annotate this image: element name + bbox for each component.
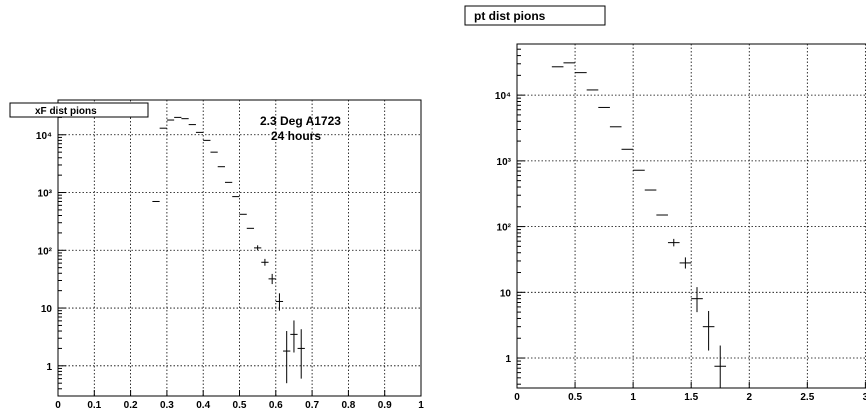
xf-y-ticks: 1 10 10² 10³ 10⁴ bbox=[36, 99, 66, 397]
xf-x-ticks: 0 0.1 0.2 0.3 0.4 0.5 0.6 0.7 0.8 0.9 1 bbox=[55, 390, 424, 411]
xf-x-tick-label: 1 bbox=[418, 400, 424, 411]
pt-x-tick-label: 3 bbox=[863, 392, 866, 403]
xf-data-point bbox=[261, 258, 269, 266]
pt-x-tick-label: 1.5 bbox=[684, 392, 698, 403]
xf-data-point bbox=[297, 329, 305, 379]
pt-x-tick-label: 2.5 bbox=[800, 392, 814, 403]
pt-y-tick-label: 10⁴ bbox=[495, 91, 511, 102]
pt-data-point bbox=[714, 345, 727, 388]
xf-x-tick-label: 0.1 bbox=[87, 400, 101, 411]
pt-x-tick-label: 0.5 bbox=[568, 392, 582, 403]
xf-y-tick-label: 10 bbox=[41, 304, 53, 315]
pt-plot-frame bbox=[516, 43, 866, 389]
pt-data-marks bbox=[551, 62, 727, 388]
xf-data-point bbox=[275, 293, 284, 311]
xf-data-marks bbox=[152, 116, 305, 384]
xf-y-tick-label: 1 bbox=[46, 362, 52, 373]
xf-annotation-line1: 2.3 Deg A1723 bbox=[260, 114, 341, 128]
pt-x-tick-label: 2 bbox=[746, 392, 752, 403]
pt-y-tick-label: 10³ bbox=[497, 157, 512, 168]
pt-data-point bbox=[667, 238, 680, 247]
xf-data-point bbox=[290, 320, 298, 353]
xf-x-tick-label: 0.8 bbox=[341, 400, 355, 411]
xf-grid bbox=[58, 100, 421, 396]
pt-grid bbox=[517, 44, 866, 388]
xf-data-point bbox=[283, 331, 291, 384]
xf-chart: 0 0.1 0.2 0.3 0.4 0.5 0.6 0.7 0.8 0.9 1 11010²10³1… bbox=[9, 99, 424, 411]
xf-x-tick-label: 0.7 bbox=[305, 400, 319, 411]
xf-x-tick-label: 0.9 bbox=[378, 400, 392, 411]
xf-data-point bbox=[268, 273, 276, 285]
xf-chart-title: xF dist pions bbox=[35, 106, 97, 117]
pt-x-tick-label: 0 bbox=[514, 392, 520, 403]
pt-data-point bbox=[702, 310, 715, 351]
pt-y-tick-label: 10² bbox=[497, 223, 512, 234]
xf-x-tick-label: 0.5 bbox=[233, 400, 247, 411]
xf-annotation-line2: 24 hours bbox=[271, 129, 321, 143]
pt-title-box bbox=[464, 5, 606, 26]
xf-x-tick-label: 0.2 bbox=[124, 400, 138, 411]
pt-y-tick-label: 10 bbox=[500, 288, 512, 299]
pt-y-ticks: 1 10 10² 10³ 10⁴ bbox=[495, 43, 525, 385]
pt-x-ticks: 0 0.5 1 1.5 2 2.5 3 bbox=[514, 382, 866, 403]
xf-x-tick-label: 0.6 bbox=[269, 400, 283, 411]
xf-data-point bbox=[254, 245, 262, 251]
pt-x-tick-label: 1 bbox=[630, 392, 636, 403]
xf-x-tick-label: 0 bbox=[55, 400, 61, 411]
xf-y-tick-label: 10⁴ bbox=[36, 131, 52, 142]
xf-title-box bbox=[9, 102, 149, 118]
pt-chart-title: pt dist pions bbox=[474, 9, 546, 23]
pt-data-point bbox=[691, 287, 703, 313]
xf-x-tick-label: 0.4 bbox=[196, 400, 210, 411]
pt-y-tick-label: 1 bbox=[505, 354, 511, 365]
xf-x-tick-label: 0.3 bbox=[160, 400, 174, 411]
pt-chart: 0 0.5 1 1.5 2 2.5 3 1 10 10² 10³ 10⁴ pt dist pions bbox=[464, 5, 866, 403]
xf-y-tick-label: 10² bbox=[38, 246, 53, 257]
pt-data-point bbox=[679, 257, 692, 269]
xf-y-tick-label: 10³ bbox=[38, 189, 53, 200]
